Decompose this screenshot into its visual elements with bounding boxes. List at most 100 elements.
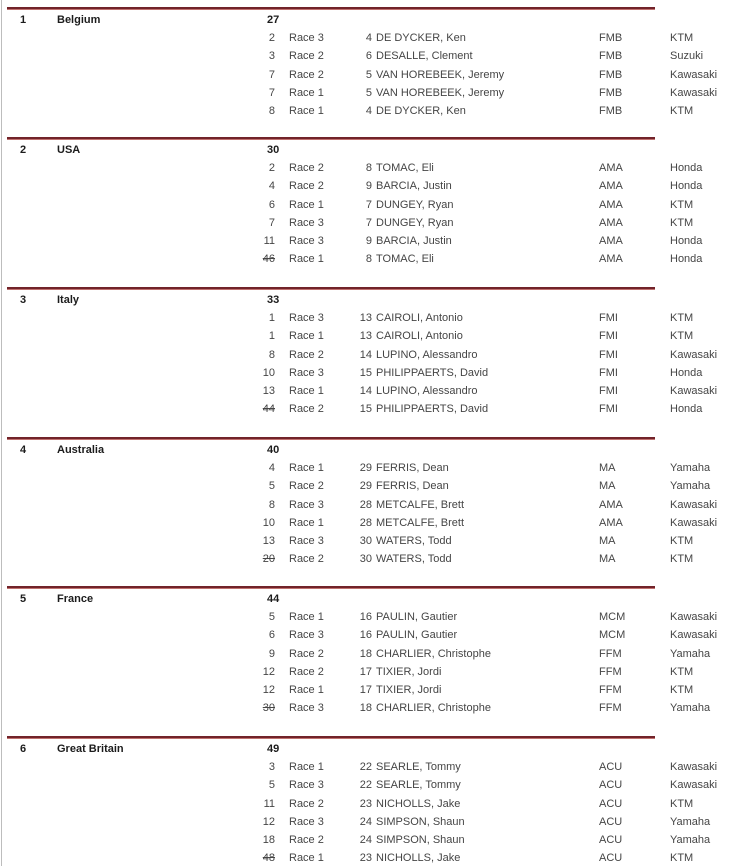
- race-label: Race 1: [289, 385, 324, 398]
- result-position: 13: [262, 535, 275, 548]
- result-row: 46 Race 1 8 TOMAC, Eli AMA Honda: [2, 250, 750, 268]
- country-block: 6 Great Britain 49 3 Race 1 22 SEARLE, T…: [2, 736, 750, 866]
- bike-brand: Kawasaki: [670, 498, 718, 511]
- federation-code: MCM: [599, 629, 626, 642]
- result-position: 6: [268, 198, 275, 211]
- race-label: Race 1: [289, 330, 324, 343]
- rider-number: 30: [359, 553, 372, 566]
- race-label: Race 2: [289, 50, 324, 63]
- country-divider-rule: [7, 137, 655, 140]
- race-label: Race 2: [289, 162, 324, 174]
- race-label: Race 2: [289, 403, 324, 416]
- result-rows: 5 Race 1 16 PAULIN, Gautier MCM Kawasaki…: [2, 608, 750, 718]
- race-label: Race 1: [289, 516, 324, 529]
- result-row: 8 Race 3 28 METCALFE, Brett AMA Kawasaki: [2, 496, 750, 514]
- country-divider-rule: [7, 7, 655, 10]
- federation-code: FMB: [599, 32, 623, 44]
- result-row: 3 Race 2 6 DESALLE, Clement FMB Suzuki: [2, 47, 750, 65]
- result-position: 12: [262, 684, 275, 697]
- race-label: Race 1: [289, 761, 324, 773]
- result-row: 4 Race 2 9 BARCIA, Justin AMA Honda: [2, 177, 750, 195]
- rider-number: 16: [359, 629, 372, 642]
- rider-name: DE DYCKER, Ken: [376, 32, 466, 44]
- race-label: Race 3: [289, 216, 324, 229]
- federation-code: ACU: [599, 834, 623, 847]
- bike-brand: Kawasaki: [670, 348, 718, 361]
- federation-code: FMI: [599, 366, 618, 379]
- rider-name: WATERS, Todd: [376, 553, 452, 566]
- rider-number: 23: [359, 797, 372, 810]
- country-rank: 1: [20, 14, 27, 26]
- result-position: 13: [262, 385, 275, 398]
- rider-number: 15: [359, 403, 372, 416]
- result-position: 3: [268, 761, 275, 773]
- result-position: 1: [268, 330, 275, 343]
- bike-brand: KTM: [670, 553, 694, 566]
- bike-brand: KTM: [670, 32, 694, 44]
- country-block: 5 France 44 5 Race 1 16 PAULIN, Gautier …: [2, 586, 750, 718]
- bike-brand: KTM: [670, 535, 694, 548]
- country-block: 4 Australia 40 4 Race 1 29 FERRIS, Dean …: [2, 437, 750, 569]
- rider-name: DUNGEY, Ryan: [376, 216, 454, 229]
- country-points: 49: [267, 743, 280, 755]
- result-row: 20 Race 2 30 WATERS, Todd MA KTM: [2, 550, 750, 568]
- race-label: Race 3: [289, 312, 324, 324]
- result-position: 48: [262, 852, 275, 865]
- bike-brand: Yamaha: [670, 702, 711, 715]
- bike-brand: Honda: [670, 403, 703, 416]
- result-row: 5 Race 3 22 SEARLE, Tommy ACU Kawasaki: [2, 776, 750, 794]
- federation-code: AMA: [599, 198, 623, 211]
- federation-code: FFM: [599, 702, 622, 715]
- result-row: 12 Race 3 24 SIMPSON, Shaun ACU Yamaha: [2, 813, 750, 831]
- federation-code: FMI: [599, 312, 618, 324]
- country-name: Italy: [57, 294, 80, 306]
- result-position: 5: [268, 611, 275, 623]
- result-position: 9: [268, 647, 275, 660]
- result-row: 7 Race 3 7 DUNGEY, Ryan AMA KTM: [2, 214, 750, 232]
- country-divider-rule: [7, 586, 655, 589]
- country-rank: 3: [20, 294, 27, 306]
- federation-code: ACU: [599, 815, 623, 828]
- result-position: 11: [263, 235, 275, 248]
- race-label: Race 3: [289, 702, 324, 715]
- rider-number: 15: [359, 366, 372, 379]
- result-row: 2 Race 3 4 DE DYCKER, Ken FMB KTM: [2, 29, 750, 47]
- country-points: 33: [267, 294, 280, 306]
- federation-code: FMI: [599, 403, 618, 416]
- result-rows: 1 Race 3 13 CAIROLI, Antonio FMI KTM 1 R…: [2, 309, 750, 419]
- country-points: 27: [267, 14, 280, 26]
- bike-brand: Yamaha: [670, 480, 711, 493]
- federation-code: MA: [599, 462, 616, 474]
- result-position: 7: [268, 86, 275, 99]
- country-block: 3 Italy 33 1 Race 3 13 CAIROLI, Antonio …: [2, 287, 750, 419]
- bike-brand: Kawasaki: [670, 761, 718, 773]
- federation-code: ACU: [599, 761, 623, 773]
- result-rows: 2 Race 3 4 DE DYCKER, Ken FMB KTM 3 Race…: [2, 29, 750, 120]
- bike-brand: Kawasaki: [670, 68, 718, 81]
- result-position: 5: [268, 779, 275, 792]
- rider-name: LUPINO, Alessandro: [376, 348, 478, 361]
- federation-code: ACU: [599, 797, 623, 810]
- rider-number: 7: [365, 216, 372, 229]
- rider-number: 8: [365, 253, 372, 266]
- result-position: 7: [268, 68, 275, 81]
- federation-code: FFM: [599, 665, 622, 678]
- rider-number: 28: [359, 498, 372, 511]
- bike-brand: Honda: [670, 253, 703, 266]
- federation-code: ACU: [599, 852, 623, 865]
- country-name: Australia: [57, 444, 105, 456]
- rider-name: METCALFE, Brett: [376, 498, 465, 511]
- bike-brand: Honda: [670, 180, 703, 193]
- rider-name: FERRIS, Dean: [376, 480, 449, 493]
- country-name: USA: [57, 144, 81, 156]
- result-row: 11 Race 3 9 BARCIA, Justin AMA Honda: [2, 232, 750, 250]
- result-position: 30: [262, 702, 275, 715]
- bike-brand: KTM: [670, 330, 694, 343]
- result-position: 8: [268, 348, 275, 361]
- result-row: 30 Race 3 18 CHARLIER, Christophe FFM Ya…: [2, 699, 750, 717]
- rider-number: 22: [359, 779, 372, 792]
- rider-name: BARCIA, Justin: [376, 180, 452, 193]
- federation-code: MA: [599, 535, 616, 548]
- bike-brand: Honda: [670, 366, 703, 379]
- result-row: 6 Race 1 7 DUNGEY, Ryan AMA KTM: [2, 196, 750, 214]
